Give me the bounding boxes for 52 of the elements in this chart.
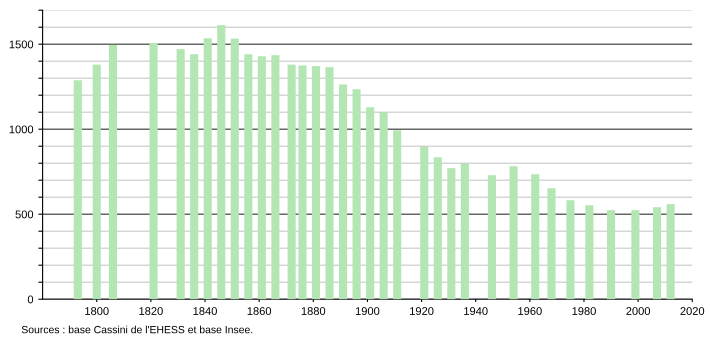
bar xyxy=(244,54,252,300)
bar xyxy=(271,55,280,300)
bar xyxy=(204,38,212,300)
bar xyxy=(606,210,616,300)
x-tick-label: 1840 xyxy=(194,307,217,315)
x-tick-label: 1800 xyxy=(85,307,109,315)
x-tick-label: 1980 xyxy=(572,307,596,315)
bar xyxy=(366,107,374,300)
bar xyxy=(447,168,456,300)
bar xyxy=(393,130,402,300)
x-tick-label: 1960 xyxy=(518,307,542,315)
bar xyxy=(352,89,361,300)
bar xyxy=(92,64,101,300)
bar xyxy=(434,157,442,300)
x-tick-label: 1900 xyxy=(356,307,380,315)
bar xyxy=(325,67,334,300)
bar xyxy=(176,49,185,300)
bar xyxy=(339,84,348,300)
x-tick-label: 1940 xyxy=(464,307,488,315)
bar xyxy=(547,188,556,300)
bar xyxy=(288,64,296,300)
x-tick-label: 1920 xyxy=(410,307,434,315)
bar xyxy=(460,164,469,300)
x-tick-label: 1880 xyxy=(302,307,326,315)
x-tick-label: 1860 xyxy=(248,307,272,315)
bar xyxy=(420,146,428,300)
source-note: Sources : base Cassini de l'EHESS et base Insee. xyxy=(22,326,252,334)
bar xyxy=(531,174,540,300)
bar xyxy=(108,44,118,300)
x-tick-label: 2000 xyxy=(626,307,650,315)
bar xyxy=(666,204,675,300)
bar xyxy=(631,210,640,300)
bar xyxy=(488,175,496,300)
y-tick-label: 1500 xyxy=(10,40,34,48)
bar xyxy=(585,205,594,300)
bar xyxy=(230,38,239,300)
bar xyxy=(74,80,82,300)
x-tick-label: 1820 xyxy=(139,307,163,315)
bar xyxy=(510,166,518,300)
bar xyxy=(312,66,320,300)
bar xyxy=(217,25,226,300)
bar xyxy=(258,56,266,300)
y-tick-label: 1000 xyxy=(10,125,34,134)
bar xyxy=(150,43,158,300)
y-tick-label: 0 xyxy=(28,295,34,304)
bar xyxy=(298,65,307,300)
y-tick-label: 500 xyxy=(15,210,34,218)
bar xyxy=(380,112,388,300)
bar xyxy=(566,200,574,300)
bar xyxy=(190,54,198,300)
x-tick-label: 2020 xyxy=(680,307,704,315)
bar xyxy=(653,207,662,300)
